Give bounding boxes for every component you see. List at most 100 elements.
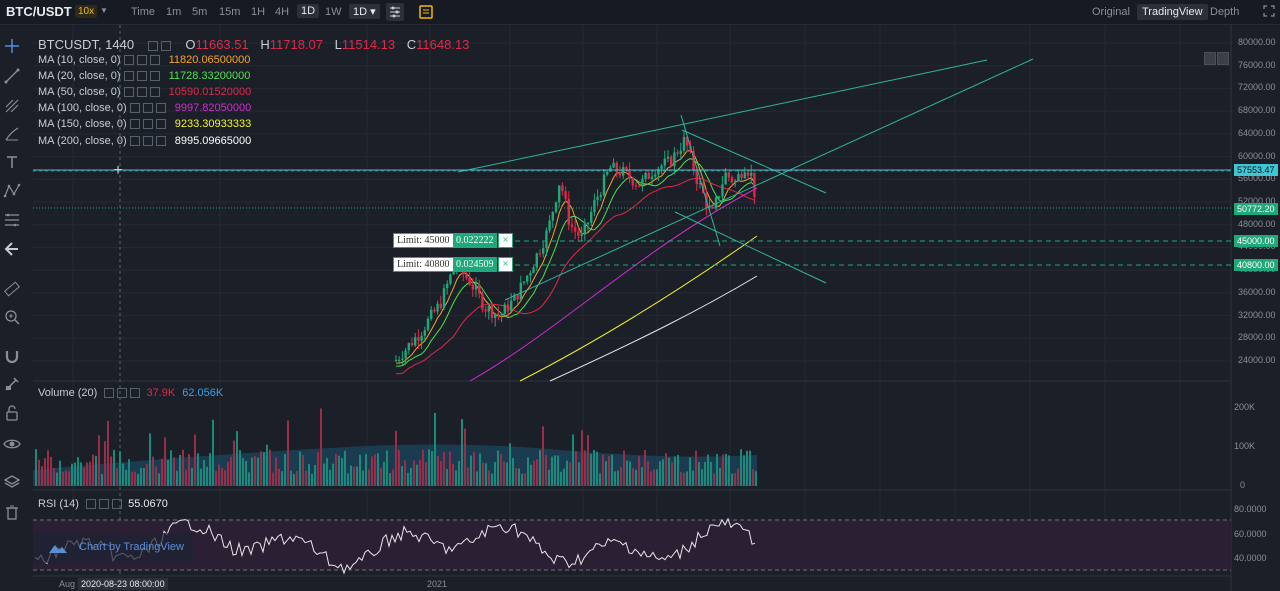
pane-down-icon[interactable] — [1204, 52, 1216, 65]
pitchfork-icon[interactable] — [3, 97, 21, 115]
close-icon[interactable] — [155, 136, 166, 147]
candle — [420, 335, 423, 341]
order-qty[interactable]: 0.024509 — [453, 257, 497, 272]
volume-bar — [440, 460, 442, 486]
trash-icon[interactable] — [3, 503, 21, 521]
settings-icon[interactable] — [123, 71, 134, 82]
layers-icon[interactable] — [3, 473, 21, 491]
eye-icon[interactable] — [160, 40, 171, 51]
tradingview-credit-link[interactable]: Chart by TradingView — [79, 541, 184, 553]
ma-legend-50[interactable]: MA (50, close, 0) 10590.01520000 — [38, 86, 251, 98]
close-icon[interactable] — [155, 103, 166, 114]
indicators-list-icon[interactable] — [417, 3, 435, 21]
eye-icon[interactable] — [117, 388, 128, 399]
volume-legend[interactable]: Volume (20) 37.9K 62.056K — [38, 387, 223, 399]
fullscreen-icon[interactable] — [1263, 5, 1275, 17]
brush-icon[interactable] — [3, 125, 21, 143]
eye-icon[interactable] — [99, 499, 110, 510]
volume-bar — [77, 457, 79, 486]
trendline-icon[interactable] — [3, 67, 21, 85]
timeframe-1h[interactable]: 1H — [251, 6, 266, 18]
pair-title[interactable]: BTC/USDT — [6, 4, 72, 19]
timeframe-1w[interactable]: 1W — [325, 6, 342, 18]
timeframe-dropdown[interactable]: 1D ▾ — [349, 4, 380, 19]
settings-icon[interactable] — [123, 55, 134, 66]
limit-order-2[interactable]: Limit: 40800 0.024509 × — [393, 257, 515, 272]
volume-bar — [677, 454, 679, 486]
volume-bar — [50, 456, 52, 486]
pattern-icon[interactable] — [3, 182, 21, 200]
rsi-legend[interactable]: RSI (14) 55.0670 — [38, 498, 168, 510]
settings-icon[interactable] — [147, 40, 158, 51]
ma-legend-10[interactable]: MA (10, close, 0) 11820.06500000 — [38, 54, 250, 66]
lock-drawing-icon[interactable] — [3, 375, 21, 393]
close-icon[interactable] — [149, 71, 160, 82]
eye-icon[interactable] — [142, 119, 153, 130]
volume-bar — [686, 471, 688, 486]
eye-icon[interactable] — [142, 136, 153, 147]
eye-icon[interactable] — [142, 103, 153, 114]
close-icon[interactable] — [112, 499, 123, 510]
ruler-icon[interactable] — [3, 280, 21, 298]
eye-icon[interactable] — [136, 87, 147, 98]
settings-icon[interactable] — [123, 87, 134, 98]
settings-icon[interactable] — [104, 388, 115, 399]
indicator-settings-icon[interactable] — [386, 3, 404, 21]
settings-icon[interactable] — [129, 119, 140, 130]
leverage-badge[interactable]: 10x — [75, 5, 98, 18]
chevron-down-icon[interactable]: ▼ — [100, 6, 108, 15]
candle — [599, 195, 602, 197]
volume-bar — [521, 473, 523, 486]
view-original[interactable]: Original — [1092, 6, 1130, 18]
close-icon[interactable] — [149, 87, 160, 98]
view-tradingview[interactable]: TradingView — [1137, 4, 1208, 20]
cancel-order-button[interactable]: × — [498, 257, 513, 272]
volume-bar — [731, 473, 733, 486]
fib-icon[interactable] — [3, 211, 21, 229]
candle — [673, 152, 676, 167]
eye-icon[interactable] — [136, 71, 147, 82]
zoom-icon[interactable] — [3, 308, 21, 326]
ma-value: 8995.09665000 — [174, 135, 252, 147]
text-icon[interactable] — [3, 153, 21, 171]
candle — [436, 303, 439, 312]
timeframe-5m[interactable]: 5m — [192, 6, 208, 18]
volume-bar — [545, 455, 547, 486]
credit-background — [33, 533, 193, 563]
eye-icon[interactable] — [136, 55, 147, 66]
volume-bar — [107, 420, 109, 486]
close-icon[interactable] — [130, 388, 141, 399]
crosshair-icon[interactable] — [3, 37, 21, 55]
timeframe-4h[interactable]: 4H — [275, 6, 290, 18]
timeframe-time[interactable]: Time — [131, 6, 156, 18]
settings-icon[interactable] — [86, 499, 97, 510]
tradingview-logo-icon — [49, 545, 67, 553]
pane-maximize-icon[interactable] — [1217, 52, 1229, 65]
settings-icon[interactable] — [129, 136, 140, 147]
cancel-order-button[interactable]: × — [498, 233, 513, 248]
volume-bar — [239, 450, 241, 486]
timeframe-1m[interactable]: 1m — [166, 6, 182, 18]
ma-legend-20[interactable]: MA (20, close, 0) 11728.33200000 — [38, 70, 250, 82]
view-depth[interactable]: Depth — [1210, 6, 1240, 18]
order-qty[interactable]: 0.022222 — [453, 233, 497, 248]
close-icon[interactable] — [149, 55, 160, 66]
magnet-icon[interactable] — [3, 347, 21, 365]
volume-bar — [263, 452, 265, 486]
volume-bar — [89, 461, 91, 486]
ma-legend-100[interactable]: MA (100, close, 0) 9997.82050000 — [38, 102, 251, 114]
timeframe-1d[interactable]: 1D — [297, 4, 320, 18]
ma-legend-200[interactable]: MA (200, close, 0) 8995.09665000 — [38, 135, 251, 147]
timeframe-15m[interactable]: 15m — [219, 6, 241, 18]
settings-icon[interactable] — [129, 103, 140, 114]
ma-legend-150[interactable]: MA (150, close, 0) 9233.30933333 — [38, 118, 251, 130]
volume-bar — [608, 456, 610, 486]
limit-order-1[interactable]: Limit: 45000 0.022222 × — [393, 233, 515, 248]
eye-icon[interactable] — [3, 435, 21, 453]
close-icon[interactable] — [155, 119, 166, 130]
rsi-label: RSI (14) — [38, 498, 79, 510]
volume-bar — [68, 471, 70, 486]
lock-icon[interactable] — [3, 404, 21, 422]
back-arrow-icon[interactable] — [3, 240, 21, 258]
